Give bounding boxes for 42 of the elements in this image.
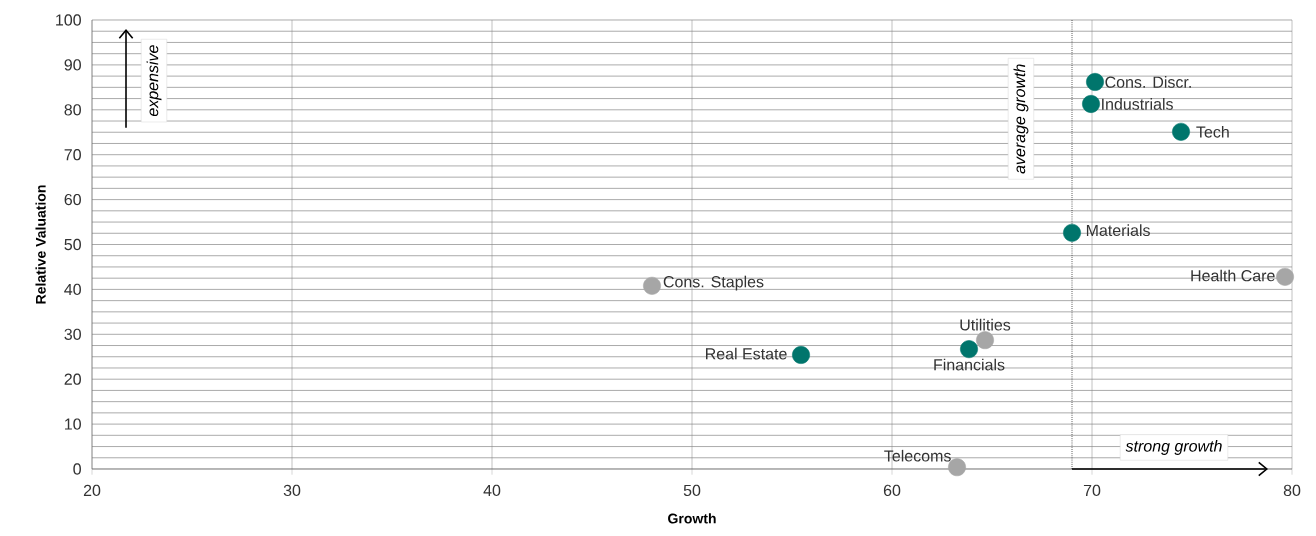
point (1172, 122, 1190, 141)
x-tick-label: 70 (1083, 484, 1101, 497)
x-axis-title: Growth (668, 513, 716, 524)
x-tick-label: 80 (1283, 484, 1301, 497)
y-tick-label: 90 (64, 59, 81, 71)
y-axis-title: Relative Valuation (35, 185, 46, 304)
y-tick-label: 100 (56, 14, 81, 26)
point (976, 331, 994, 350)
point (960, 340, 978, 359)
annotation: Cons. Staples (663, 275, 764, 291)
x-tick-label: 40 (483, 484, 501, 497)
y-tick-label: 20 (64, 373, 81, 385)
y-tick-label: 10 (65, 418, 81, 430)
y-tick-label: 40 (64, 283, 81, 296)
y-tick-label: 50 (64, 238, 81, 251)
x-tick-label: 60 (883, 484, 901, 497)
y-tick-label: 30 (64, 328, 81, 340)
y-tick-label: 80 (64, 104, 81, 116)
annotation: Materials (1086, 224, 1150, 237)
x-tick-label: 20 (83, 484, 101, 497)
annotation: strong growth (1125, 440, 1222, 455)
y-tick-label: 70 (64, 149, 81, 161)
ref-line-label: average growth (1013, 64, 1029, 174)
annotation: expensive (146, 45, 162, 117)
y-tick-label: 60 (64, 193, 81, 206)
annotation: Real Estate (706, 347, 787, 360)
point (792, 346, 810, 364)
point (1082, 95, 1100, 113)
point (1276, 267, 1294, 286)
annotation: Utilities (960, 318, 1011, 331)
annotation: Cons. Discr. (1105, 76, 1191, 88)
annotation: Tech (1196, 125, 1229, 138)
y-tick-label: 0 (73, 463, 81, 475)
point (1086, 73, 1104, 91)
annotation: Industrials (1102, 98, 1173, 110)
point (643, 276, 661, 295)
annotation: Telecoms (884, 449, 951, 462)
annotation: Health Care (1191, 269, 1275, 282)
point (1063, 223, 1081, 242)
x-tick-label: 30 (283, 484, 301, 497)
x-tick-label: 50 (683, 484, 701, 497)
annotation: Financials (934, 358, 1005, 371)
